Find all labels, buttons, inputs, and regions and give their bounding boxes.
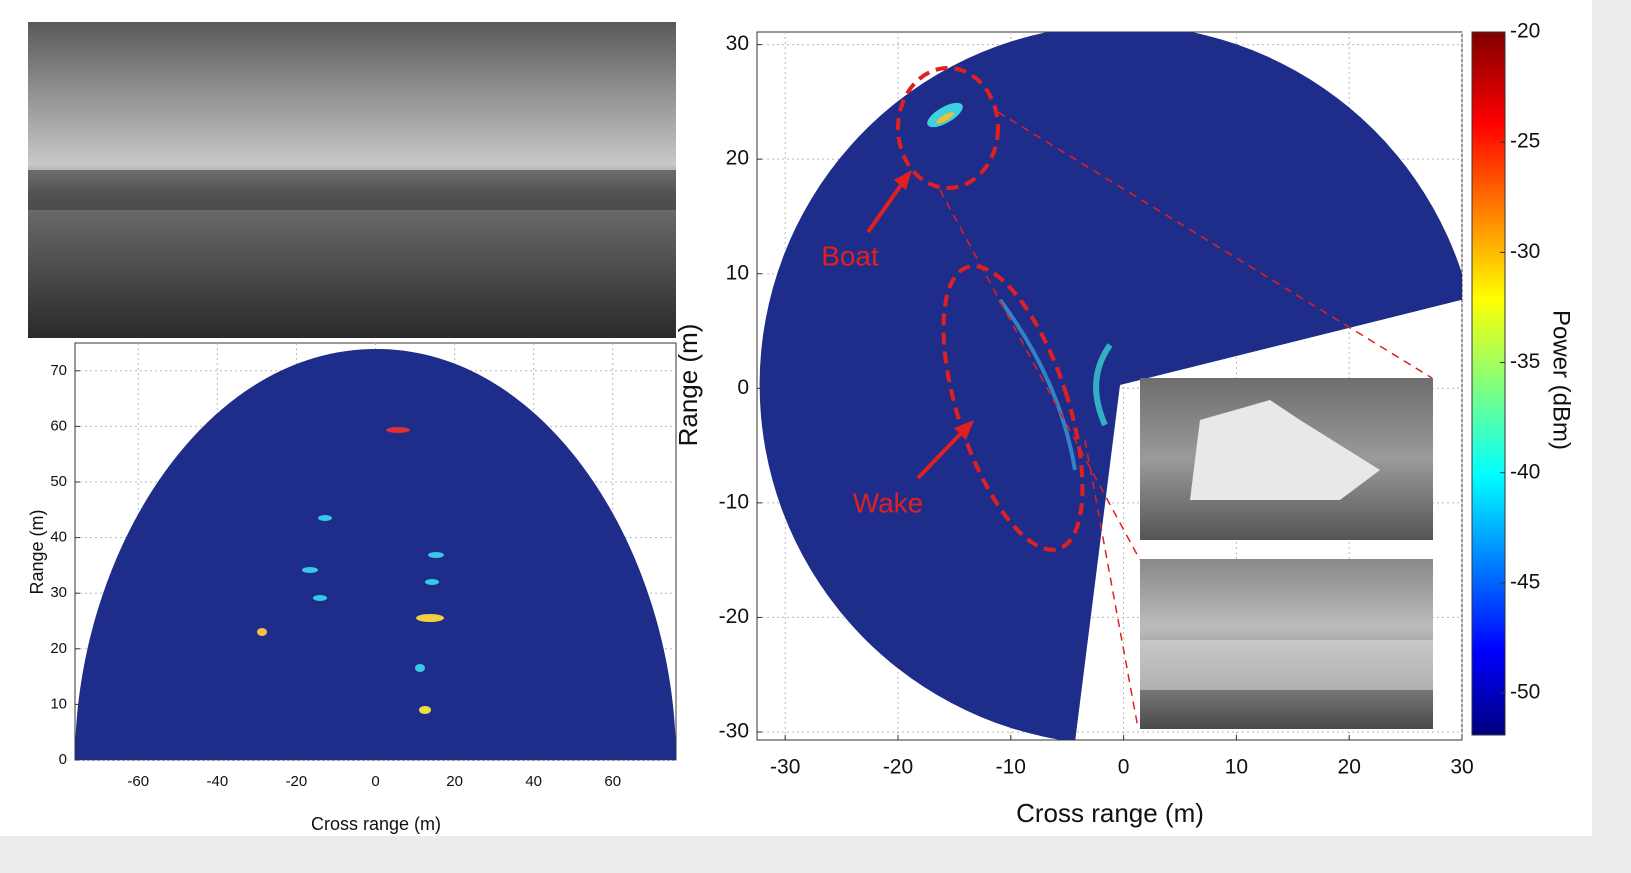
x-tick-label: 30 (1450, 756, 1473, 779)
x-tick-label: 0 (1118, 756, 1130, 779)
colorbar-tick-label: -50 (1510, 681, 1540, 704)
x-tick-label: -10 (996, 756, 1026, 779)
left-y-label: Range (m) (27, 509, 47, 594)
left-x-label: Cross range (m) (311, 814, 441, 834)
y-tick-label: 0 (59, 751, 67, 768)
x-tick-label: 0 (371, 773, 379, 790)
x-tick-label: -20 (883, 756, 913, 779)
colorbar-tick-label: -30 (1510, 240, 1540, 263)
bottom-band (0, 836, 1631, 873)
x-tick-label: -20 (286, 773, 308, 790)
x-tick-label: 60 (604, 773, 621, 790)
colorbar-tick-label: -40 (1510, 460, 1540, 483)
y-tick-label: 10 (726, 261, 749, 284)
y-tick-label: 50 (50, 473, 67, 490)
y-tick-label: 10 (50, 695, 67, 712)
colorbar (1472, 32, 1505, 735)
x-tick-label: 40 (525, 773, 542, 790)
right-x-label: Cross range (m) (1016, 798, 1204, 828)
colorbar-tick-label: -45 (1510, 570, 1540, 593)
y-tick-label: -20 (719, 605, 749, 628)
colorbar-label: Power (dBm) (1548, 310, 1575, 450)
y-tick-label: 20 (726, 147, 749, 170)
x-tick-label: -30 (770, 756, 800, 779)
y-tick-label: 20 (50, 640, 67, 657)
y-tick-label: 30 (726, 32, 749, 55)
photo-boats (28, 170, 676, 210)
wake-foam (1140, 640, 1433, 690)
y-tick-label: -10 (719, 490, 749, 513)
y-tick-label: -30 (719, 720, 749, 743)
figure: Boat Wake Cross range (m) Range (m) Cros… (0, 0, 1631, 873)
y-tick-label: 40 (50, 529, 67, 546)
colorbar-tick-label: -35 (1510, 350, 1540, 373)
x-tick-label: 10 (1225, 756, 1248, 779)
x-tick-label: -60 (127, 773, 149, 790)
x-tick-label: 20 (446, 773, 463, 790)
colorbar-tick-label: -20 (1510, 20, 1540, 43)
wake-label: Wake (853, 487, 924, 518)
y-tick-label: 0 (737, 376, 749, 399)
boat-label: Boat (821, 240, 879, 271)
colorbar-tick-label: -25 (1510, 130, 1540, 153)
x-tick-label: -40 (206, 773, 228, 790)
right-y-label: Range (m) (673, 324, 703, 447)
x-tick-label: 20 (1338, 756, 1361, 779)
y-tick-label: 70 (50, 362, 67, 379)
y-tick-label: 30 (50, 584, 67, 601)
y-tick-label: 60 (50, 417, 67, 434)
